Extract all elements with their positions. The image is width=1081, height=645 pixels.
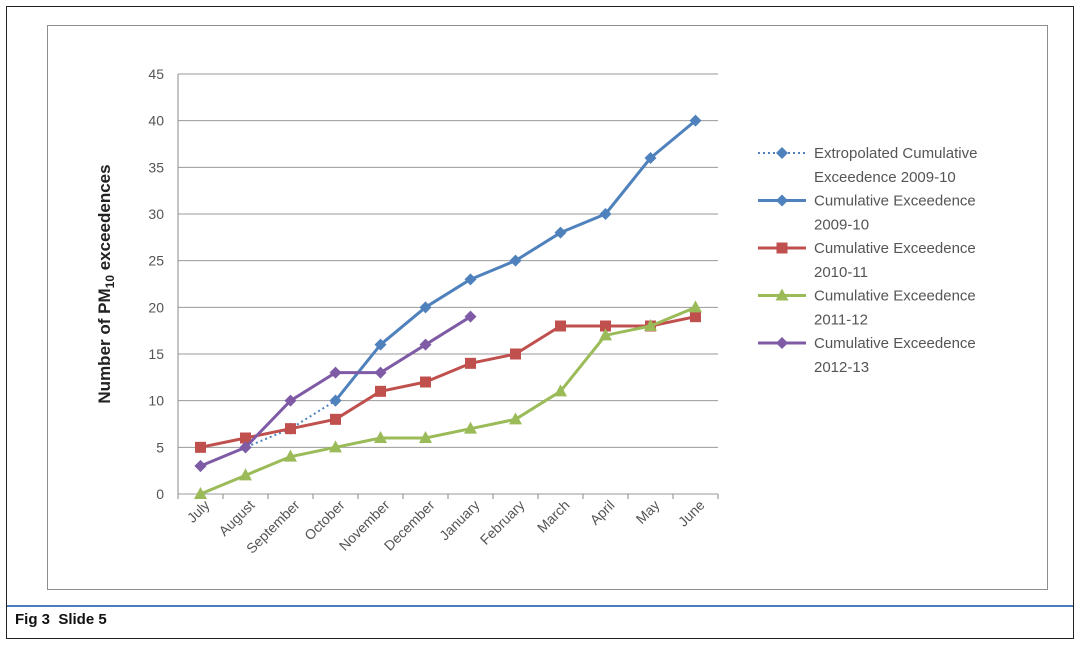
data-point-series-3 xyxy=(555,320,566,332)
legend-label: Extropolated Cumulative xyxy=(814,145,977,162)
data-point-series-2 xyxy=(689,114,702,127)
data-point-series-4 xyxy=(554,384,567,397)
legend-label: Cumulative Exceedence xyxy=(814,193,976,210)
legend-label: 2010-11 xyxy=(814,264,868,281)
chart-area: 0 5 10 15 20 25 30 35 40 45 July August September Oct… xyxy=(47,25,1048,590)
data-point-series-5 xyxy=(239,441,252,454)
y-tick-label: 0 xyxy=(156,486,164,502)
data-point-series-4 xyxy=(644,319,657,331)
data-point-series-2 xyxy=(419,301,432,314)
data-point-series-5 xyxy=(194,460,207,472)
data-point-series-2 xyxy=(464,273,477,286)
data-point-series-4 xyxy=(374,431,387,443)
data-point-series-5 xyxy=(329,366,342,379)
y-axis-title: Number of PM10 exceedences xyxy=(95,164,117,403)
data-point-series-3 xyxy=(600,320,611,332)
data-point-series-2 xyxy=(554,226,567,239)
y-tick-label: 20 xyxy=(148,299,164,315)
caption-divider xyxy=(7,605,1073,607)
data-point-series-4 xyxy=(509,412,522,425)
legend-marker-1 xyxy=(776,147,788,159)
data-point-series-4 xyxy=(599,328,612,341)
x-tick-label: April xyxy=(586,497,617,528)
data-point-series-4 xyxy=(689,300,702,313)
data-point-series-3 xyxy=(465,357,476,369)
y-tick-label: 15 xyxy=(148,346,164,362)
data-point-series-2 xyxy=(509,254,522,267)
legend-label: Cumulative Exceedence xyxy=(814,288,976,305)
y-tick-label: 45 xyxy=(148,66,164,82)
legend-marker-3 xyxy=(776,242,788,254)
data-point-series-3 xyxy=(375,385,386,397)
legend-label: 2009-10 xyxy=(814,217,869,234)
data-point-series-3 xyxy=(195,441,206,453)
legend-label: 2011-12 xyxy=(814,312,868,329)
data-point-series-3 xyxy=(330,413,341,425)
data-point-series-4 xyxy=(284,449,297,462)
data-point-series-4 xyxy=(464,421,477,434)
legend-marker-2 xyxy=(776,194,788,207)
x-tick-label: March xyxy=(534,497,573,536)
series-line-3 xyxy=(200,315,696,449)
data-point-series-5 xyxy=(464,310,477,323)
data-point-series-2 xyxy=(644,152,657,164)
data-point-series-3 xyxy=(510,348,521,360)
legend-label: Cumulative Exceedence xyxy=(814,240,976,257)
y-tick-label: 30 xyxy=(148,206,164,222)
legend-label: Exceedence 2009-10 xyxy=(814,169,956,186)
data-point-series-4 xyxy=(239,468,252,481)
y-tick-label: 25 xyxy=(148,253,164,269)
series-line-4 xyxy=(199,305,697,496)
data-point-series-5 xyxy=(419,338,432,351)
legend-marker-4 xyxy=(775,288,789,301)
data-point-series-2 xyxy=(329,394,342,407)
x-tick-label: June xyxy=(675,497,708,530)
x-tick-label: August xyxy=(215,497,257,539)
data-point-series-3 xyxy=(240,432,251,444)
data-point-series-4 xyxy=(419,431,432,443)
legend-marker-5 xyxy=(776,337,788,349)
y-tick-label: 35 xyxy=(148,159,164,175)
data-point-series-4 xyxy=(329,440,342,453)
legend-label: Cumulative Exceedence xyxy=(814,335,976,352)
data-point-series-3 xyxy=(285,423,296,435)
data-point-series-2 xyxy=(599,208,612,220)
data-point-series-5 xyxy=(284,394,297,407)
y-tick-label: 10 xyxy=(148,393,164,409)
x-tick-label: February xyxy=(477,497,528,548)
data-point-series-3 xyxy=(690,311,701,323)
data-point-series-4 xyxy=(194,487,207,499)
y-tick-label: 5 xyxy=(156,439,164,455)
data-point-series-3 xyxy=(420,376,431,388)
y-tick-label: 40 xyxy=(148,113,164,129)
figure-caption: Fig 3 Slide 5 xyxy=(15,611,107,628)
data-point-series-2 xyxy=(374,338,387,351)
x-tick-label: July xyxy=(184,497,213,526)
x-tick-label: May xyxy=(633,497,663,527)
figure-frame: 0 5 10 15 20 25 30 35 40 45 July August September Oct… xyxy=(6,6,1074,639)
data-point-series-5 xyxy=(374,366,387,379)
legend-label: 2012-13 xyxy=(814,359,869,376)
